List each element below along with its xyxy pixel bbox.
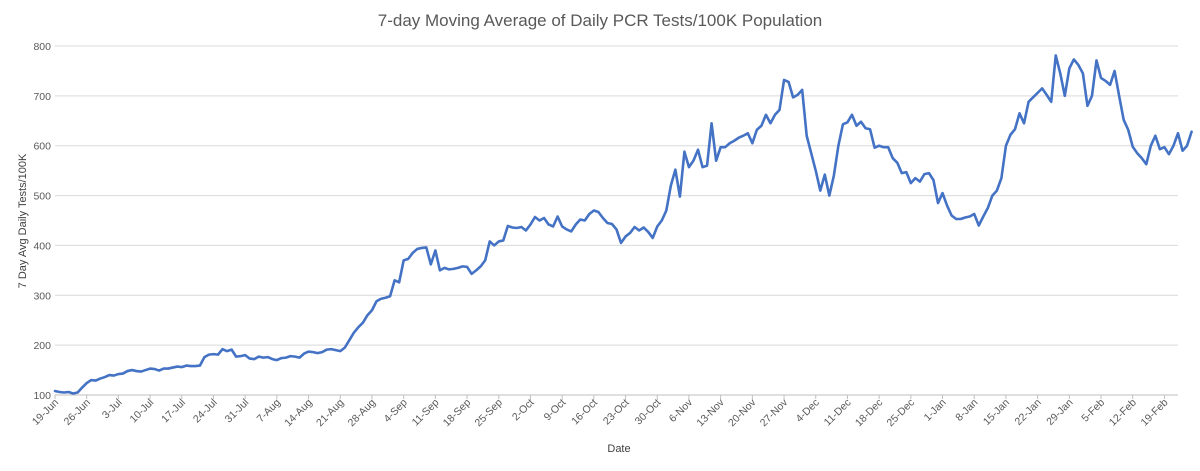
x-tick-label: 25-Sep [472, 397, 505, 430]
x-tick-label: 17-Jul [159, 397, 188, 426]
x-tick-label: 28-Aug [346, 397, 379, 430]
x-tick-label: 10-Jul [127, 397, 156, 426]
x-tick-label: 27-Nov [758, 396, 791, 429]
x-tick-label: 5-Feb [1079, 397, 1107, 425]
x-tick-label: 6-Nov [667, 396, 696, 425]
x-tick-label: 8-Jan [953, 397, 980, 424]
chart-title: 7-day Moving Average of Daily PCR Tests/… [378, 11, 822, 30]
x-tick-label: 12-Feb [1107, 397, 1139, 429]
x-tick-label: 23-Oct [601, 397, 632, 428]
y-tick-label: 300 [33, 290, 51, 302]
y-tick-label: 500 [33, 191, 51, 203]
x-tick-label: 13-Nov [694, 396, 727, 429]
x-tick-label: 15-Jan [981, 397, 1012, 428]
x-tick-label: 4-Dec [794, 397, 822, 425]
x-tick-label: 4-Sep [381, 397, 409, 425]
y-tick-label: 700 [33, 91, 51, 103]
x-tick-label: 25-Dec [885, 397, 917, 429]
y-tick-label: 400 [33, 240, 51, 252]
x-tick-label: 19-Feb [1139, 397, 1171, 429]
x-tick-label: 24-Jul [191, 397, 220, 426]
x-tick-label: 1-Jan [922, 397, 949, 424]
x-tick-label: 20-Nov [726, 396, 759, 429]
x-axis-ticks: 19-Jun 26-Jun 3-Jul 10-Jul 17-Jul 24-Jul 31-Ju… [30, 395, 1171, 429]
x-tick-label: 14-Aug [282, 397, 315, 430]
series-group [53, 54, 1193, 395]
y-tick-label: 800 [33, 41, 51, 53]
x-tick-label: 22-Jan [1013, 397, 1044, 428]
x-tick-label: 31-Jul [223, 397, 252, 426]
x-tick-label: 29-Jan [1044, 397, 1075, 428]
x-tick-label: 18-Dec [853, 397, 885, 429]
y-axis-ticks: 100 200 300 400 500 600 700 800 [33, 41, 51, 402]
x-tick-label: 11-Sep [410, 397, 442, 429]
y-tick-label: 600 [33, 141, 51, 153]
y-tick-label: 200 [33, 340, 51, 352]
x-tick-label: 2-Oct [510, 397, 537, 424]
y-axis-title: 7 Day Avg Daily Tests/100K [17, 153, 29, 288]
x-axis-title: Date [607, 443, 630, 455]
x-tick-label: 26-Jun [62, 397, 93, 428]
x-tick-label: 9-Oct [542, 397, 569, 424]
x-tick-label: 3-Jul [100, 397, 125, 422]
x-tick-label: 7-Aug [255, 397, 283, 425]
gridlines [55, 45, 1178, 396]
x-tick-label: 16-Oct [569, 397, 600, 428]
x-tick-label: 30-Oct [633, 397, 664, 428]
y-tick-label: 100 [33, 390, 51, 402]
x-tick-label: 21-Aug [314, 397, 347, 430]
series-line-0 [53, 54, 1193, 395]
x-tick-label: 11-Dec [822, 397, 854, 429]
x-tick-label: 18-Sep [441, 397, 474, 430]
